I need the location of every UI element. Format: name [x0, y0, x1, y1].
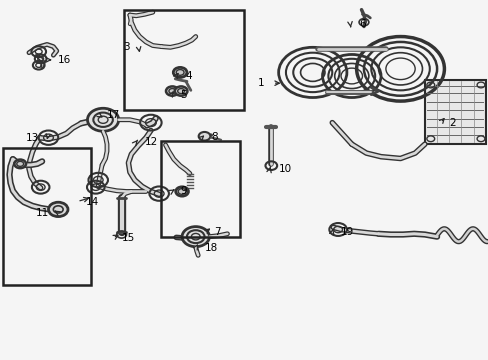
Text: 8: 8 [211, 132, 218, 142]
Text: 4: 4 [184, 71, 191, 81]
Circle shape [48, 202, 68, 217]
Text: 7: 7 [214, 227, 221, 237]
Circle shape [182, 226, 209, 247]
Circle shape [173, 67, 186, 77]
Text: 14: 14 [86, 197, 99, 207]
Text: 3: 3 [123, 42, 130, 52]
Text: 9: 9 [180, 186, 186, 197]
Circle shape [174, 86, 187, 96]
Circle shape [87, 108, 119, 131]
Text: 11: 11 [36, 208, 49, 218]
Bar [160, 140, 239, 237]
Text: 16: 16 [58, 55, 71, 65]
Bar [124, 10, 244, 110]
Text: 1: 1 [257, 78, 264, 88]
Circle shape [165, 86, 178, 96]
Circle shape [14, 159, 26, 168]
Circle shape [198, 132, 210, 140]
Circle shape [175, 187, 188, 196]
Text: 10: 10 [278, 164, 291, 174]
Text: 13: 13 [25, 133, 39, 143]
Text: 2: 2 [448, 118, 455, 128]
Text: 12: 12 [144, 138, 158, 147]
Text: 17: 17 [107, 110, 120, 120]
Text: 19: 19 [340, 227, 354, 237]
Bar [3, 148, 91, 285]
Polygon shape [424, 80, 485, 144]
Text: 15: 15 [122, 233, 135, 243]
Text: 5: 5 [180, 90, 186, 100]
Text: 6: 6 [358, 19, 365, 29]
Text: 18: 18 [204, 243, 217, 253]
